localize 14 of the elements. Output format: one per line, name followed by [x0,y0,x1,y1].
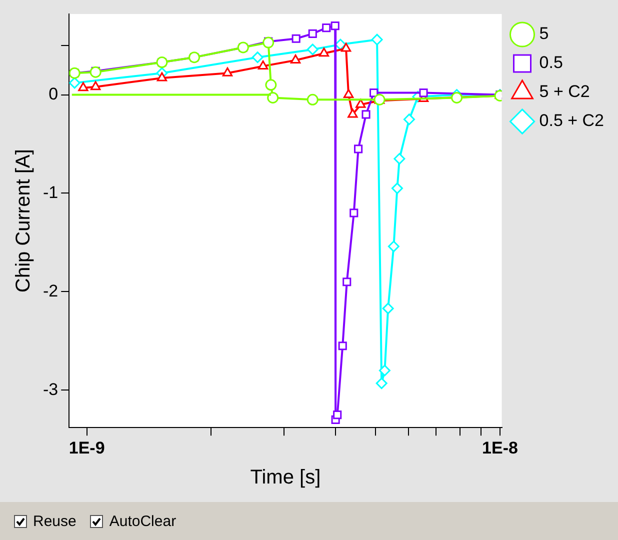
x-tick-label: 1E-8 [482,438,518,458]
x-axis-title: Time [s] [250,466,321,489]
y-tick-label: 0 [48,84,58,104]
y-tick-label: -2 [42,281,58,300]
text: AutoClear [109,512,176,530]
y-axis-title: Chip Current [A] [12,149,35,292]
y-tick-label: -1 [42,182,58,202]
x-tick-label: 1E-9 [68,438,105,458]
legend-label: 5 + C2 [539,82,590,102]
legend-label: 5 [539,24,549,44]
legend-label: 0.5 [539,53,563,72]
legend-label: 0.5 + C2 [539,111,604,130]
text: Reuse [33,512,76,530]
y-tick-label: -3 [42,380,58,399]
